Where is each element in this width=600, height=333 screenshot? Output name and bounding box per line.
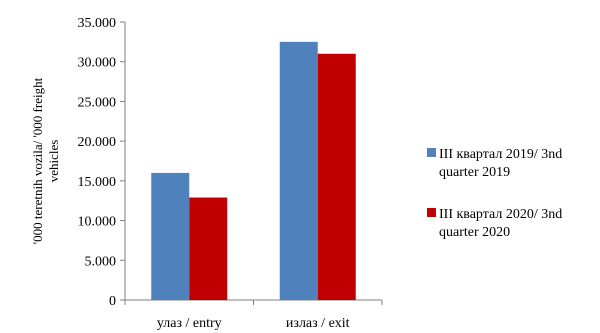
y-tick-label: 5.000	[85, 254, 117, 269]
legend-swatch-1	[427, 148, 436, 157]
y-tick-label: 25.000	[78, 95, 117, 110]
bar-2-1	[189, 197, 228, 300]
y-tick-label: 15.000	[78, 175, 117, 190]
legend: III квартал 2019/ 3nd quarter 2019 III ква…	[427, 147, 562, 240]
y-axis: 0 5.000 10.000 15.000 20.000 25.000 30.000 35.0…	[78, 16, 126, 309]
y-tick-label: 35.000	[78, 16, 117, 31]
bars	[151, 41, 356, 301]
y-axis-label: '000 teretnih vozila/ '000 freightvehicl…	[30, 77, 61, 244]
x-axis: улаз / entry излаз / exit	[124, 299, 383, 331]
bar-1-1	[151, 172, 190, 300]
bar-1-2	[279, 41, 318, 300]
y-tick-label: 0	[109, 294, 116, 309]
y-tick-label: 20.000	[78, 135, 117, 150]
y-tick-label: 10.000	[78, 215, 117, 230]
bar-2-2	[317, 53, 356, 301]
x-tick-label: улаз / entry	[157, 316, 222, 331]
legend-label-2: III квартал 2020/ 3nd quarter 2020	[439, 207, 562, 240]
x-tick-label: излаз / exit	[286, 316, 350, 331]
y-axis-title: '000 teretnih vozila/ '000 freightvehicl…	[30, 77, 61, 244]
legend-swatch-2	[427, 208, 436, 217]
y-tick-label: 30.000	[78, 56, 117, 71]
legend-label-1: III квартал 2019/ 3nd quarter 2019	[439, 147, 562, 180]
